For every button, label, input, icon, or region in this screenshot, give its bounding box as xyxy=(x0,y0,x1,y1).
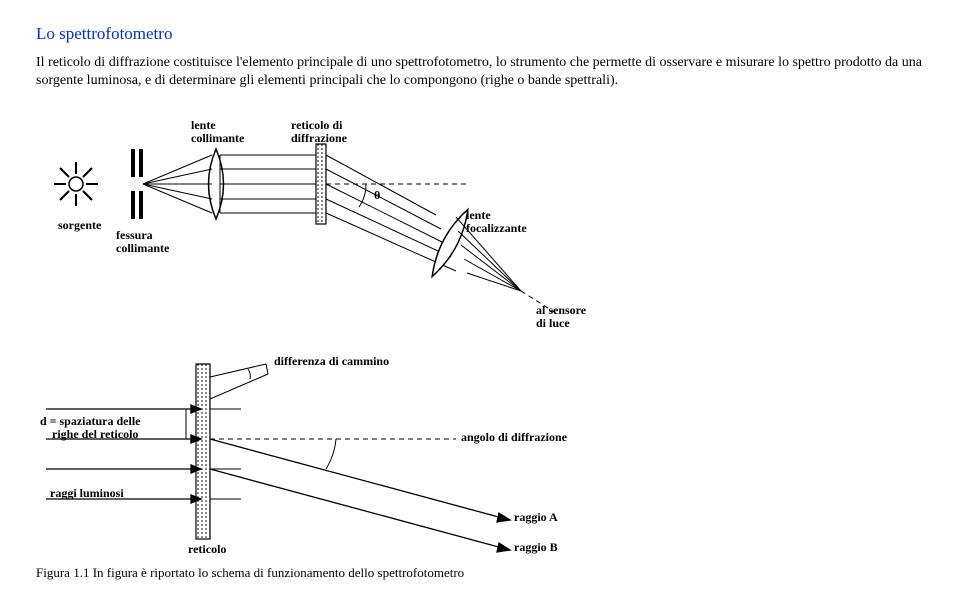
d-indicator xyxy=(182,409,190,439)
diagram-svg xyxy=(36,99,916,559)
label-fessura: fessura collimante xyxy=(116,229,169,254)
label-sorgente: sorgente xyxy=(58,219,101,232)
figure-caption: Figura 1.1 In figura è riportato lo sche… xyxy=(36,565,923,581)
path-diff xyxy=(210,364,268,399)
label-raggi-lum: raggi luminosi xyxy=(50,487,124,500)
intro-paragraph: Il reticolo di diffrazione costituisce l… xyxy=(36,54,923,89)
page-title: Lo spettrofotometro xyxy=(36,24,923,44)
label-lente-foc: lente focalizzante xyxy=(466,209,527,234)
sorgente-icon xyxy=(54,162,98,206)
label-theta: θ xyxy=(374,189,380,202)
diffracted-rays xyxy=(210,439,510,552)
grating-closeup xyxy=(196,364,210,539)
label-diff-cammino: differenza di cammino xyxy=(274,355,389,368)
slit-stub xyxy=(210,409,241,499)
label-reticolo-diff: reticolo di diffrazione xyxy=(291,119,347,144)
label-sensore: al sensore di luce xyxy=(536,304,586,329)
label-d-spaz: d = spaziatura delle righe del reticolo xyxy=(40,415,141,440)
rays-diverge xyxy=(143,155,212,213)
rays-parallel xyxy=(220,155,316,213)
label-raggio-b: raggio B xyxy=(514,541,558,554)
label-angolo-diff: angolo di diffrazione xyxy=(461,431,567,444)
label-reticolo: reticolo xyxy=(188,543,226,556)
figure-diagram: sorgente fessura collimante lente collim… xyxy=(36,99,916,559)
slit-icon xyxy=(131,149,143,219)
label-lente-coll: lente collimante xyxy=(191,119,244,144)
rays-diffracted xyxy=(326,155,456,271)
grating-icon xyxy=(316,144,326,224)
label-raggio-a: raggio A xyxy=(514,511,558,524)
diff-angle-arc xyxy=(326,439,336,469)
